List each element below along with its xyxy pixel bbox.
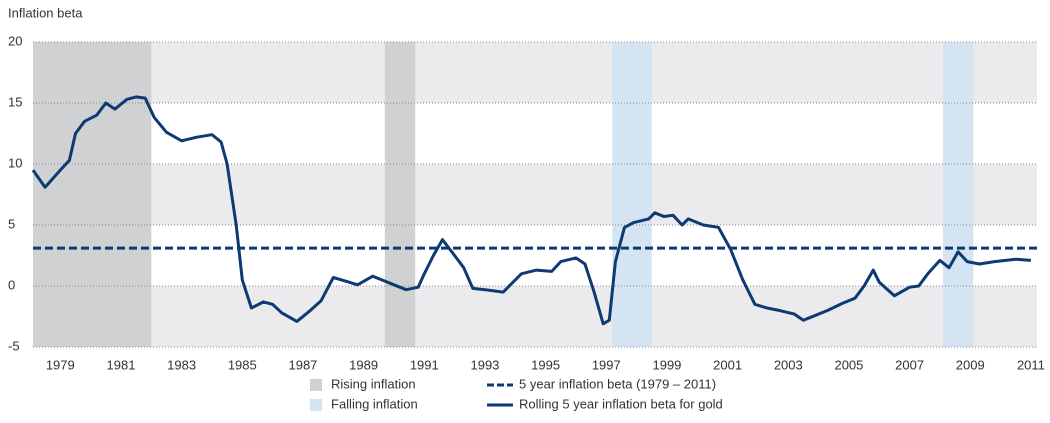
background-band [33,42,1037,103]
x-tick-label: 1993 [470,357,499,372]
legend-label: 5 year inflation beta (1979 – 2011) [519,376,716,391]
x-tick-label: 2011 [1017,357,1045,372]
x-tick-label: 1999 [652,357,681,372]
x-tick-label: 1981 [107,357,136,372]
legend-label: Falling inflation [331,396,418,411]
x-tick-label: 1979 [46,357,75,372]
y-tick-label: 5 [8,216,15,231]
x-tick-label: 1995 [531,357,560,372]
data-line [31,95,1032,326]
region [942,42,974,347]
x-tick-label: 2007 [895,357,924,372]
x-tick-label: 2001 [713,357,742,372]
region [612,42,652,347]
background-band [33,103,1037,164]
legend-swatch [310,379,322,391]
y-tick-label: 10 [8,155,22,170]
legend-label: Rolling 5 year inflation beta for gold [519,396,723,411]
y-tick-label: 20 [8,33,22,48]
y-tick-label: 0 [8,277,15,292]
y-axis-label: Inflation beta [8,5,83,20]
x-tick-label: 1991 [410,357,439,372]
region [384,42,416,347]
legend-swatch [310,399,322,411]
x-tick-label: 1987 [288,357,317,372]
region [33,42,152,347]
x-tick-label: 2003 [774,357,803,372]
y-tick-label: -5 [8,338,20,353]
y-tick-label: 15 [8,94,22,109]
x-tick-label: 1983 [167,357,196,372]
background-band [33,225,1037,286]
legend-label: Rising inflation [331,376,416,391]
x-tick-label: 2005 [834,357,863,372]
background-band [33,286,1037,347]
background-band [33,164,1037,225]
x-tick-label: 1989 [349,357,378,372]
x-tick-label: 2009 [956,357,985,372]
x-tick-label: 1985 [228,357,257,372]
x-tick-label: 1997 [592,357,621,372]
